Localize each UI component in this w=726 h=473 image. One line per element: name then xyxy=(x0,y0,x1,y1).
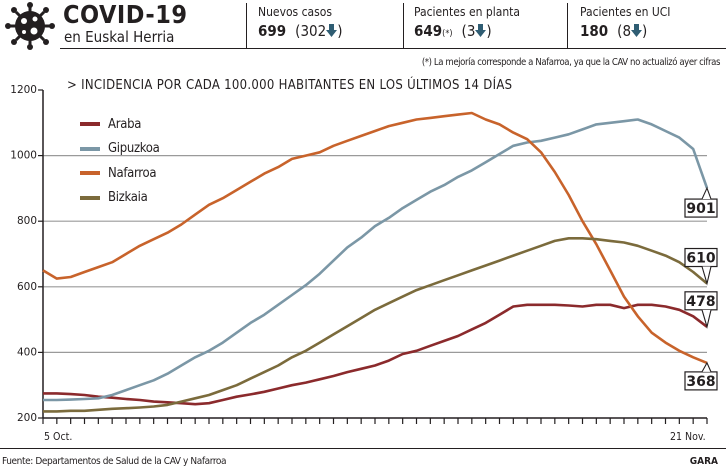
end-label-value: 610 xyxy=(686,251,715,267)
end-label-box xyxy=(684,247,718,268)
stat-ward-patients: Pacientes en planta 649(*) (3) xyxy=(414,5,521,40)
end-label-value: 478 xyxy=(686,294,715,310)
end-label-value: 368 xyxy=(686,374,715,390)
series-line-nafarroa xyxy=(42,111,708,365)
end-label-box xyxy=(684,198,718,218)
source-note: Fuente: Departamentos de Salud de la CAV… xyxy=(2,456,227,467)
legend-swatch xyxy=(80,171,100,176)
legend-label: Nafarroa xyxy=(108,165,157,181)
series-lines xyxy=(42,111,709,413)
y-tick-label: 1200 xyxy=(10,84,37,96)
grid xyxy=(43,155,707,353)
divider xyxy=(246,3,247,48)
footer-rule xyxy=(0,448,726,449)
divider xyxy=(567,3,568,48)
legend-swatch xyxy=(80,146,100,151)
stat-new-cases: Nuevos casos 699 (302) xyxy=(258,5,343,40)
stat-icu-patients: Pacientes en UCI 180 (8) xyxy=(580,5,671,40)
series-line-gipuzkoa xyxy=(43,118,709,402)
x-tick-label-end: 21 Nov. xyxy=(670,431,706,443)
x-tick-label-start: 5 Oct. xyxy=(44,431,73,443)
stat-label: Pacientes en UCI xyxy=(580,5,671,19)
end-label-box xyxy=(684,291,718,311)
arrow-down-icon xyxy=(326,24,338,37)
end-label-bizkaia: 610 xyxy=(684,247,718,286)
y-tick-label: 400 xyxy=(17,346,37,358)
header-rule xyxy=(60,48,726,49)
divider xyxy=(403,3,404,48)
footnote: (*) La mejoría corresponde a Nafarroa, y… xyxy=(421,57,721,68)
end-labels: 478 901 368 610 xyxy=(684,186,718,391)
legend-item: Nafarroa xyxy=(80,161,160,186)
page-subtitle: en Euskal Herria xyxy=(64,28,175,46)
end-label-pointer xyxy=(701,361,712,373)
chart-title: > INCIDENCIA POR CADA 100.000 HABITANTES… xyxy=(67,78,513,93)
end-label-araba: 478 xyxy=(684,291,718,329)
end-label-value: 901 xyxy=(686,201,715,217)
stat-delta: 8 xyxy=(622,22,632,40)
legend-swatch xyxy=(80,195,100,200)
arrow-down-icon xyxy=(475,24,487,37)
end-label-box xyxy=(684,371,718,391)
legend: Araba Gipuzkoa Nafarroa Bizkaia xyxy=(80,112,160,210)
end-label-pointer xyxy=(701,266,712,286)
legend-item: Gipuzkoa xyxy=(80,137,160,162)
page-title: COVID-19 xyxy=(63,0,188,29)
stat-delta: 3 xyxy=(466,22,476,40)
end-label-gipuzkoa: 901 xyxy=(684,186,718,218)
end-label-nafarroa: 368 xyxy=(684,361,718,391)
y-tick-label: 200 xyxy=(17,412,37,424)
legend-label: Araba xyxy=(108,116,142,132)
stat-note-mark: (*) xyxy=(442,29,453,39)
y-tick-label: 1000 xyxy=(10,150,37,162)
stat-delta: 302 xyxy=(300,22,327,40)
header: COVID-19 en Euskal Herria Nuevos casos 6… xyxy=(0,0,726,50)
axes: 200 400 600 800 1000 1200 xyxy=(10,84,708,424)
legend-label: Gipuzkoa xyxy=(108,141,160,157)
arrow-down-icon xyxy=(631,24,643,37)
legend-swatch xyxy=(80,122,100,127)
brand-logo: GARA xyxy=(689,456,718,467)
stat-value: 649 xyxy=(414,22,443,40)
stat-label: Nuevos casos xyxy=(258,5,333,19)
legend-label: Bizkaia xyxy=(108,190,148,206)
end-label-pointer xyxy=(701,309,712,329)
series-line-bizkaia xyxy=(43,237,708,413)
stat-value: 699 xyxy=(258,22,287,40)
legend-item: Araba xyxy=(80,112,160,137)
legend-item: Bizkaia xyxy=(80,186,160,211)
series-line-araba xyxy=(43,303,708,406)
stat-value: 180 xyxy=(580,22,609,40)
stat-label: Pacientes en planta xyxy=(414,5,521,19)
y-tick-label: 800 xyxy=(17,215,37,227)
y-tick-label: 600 xyxy=(17,281,37,293)
virus-icon xyxy=(5,2,55,50)
end-label-pointer xyxy=(701,186,712,200)
